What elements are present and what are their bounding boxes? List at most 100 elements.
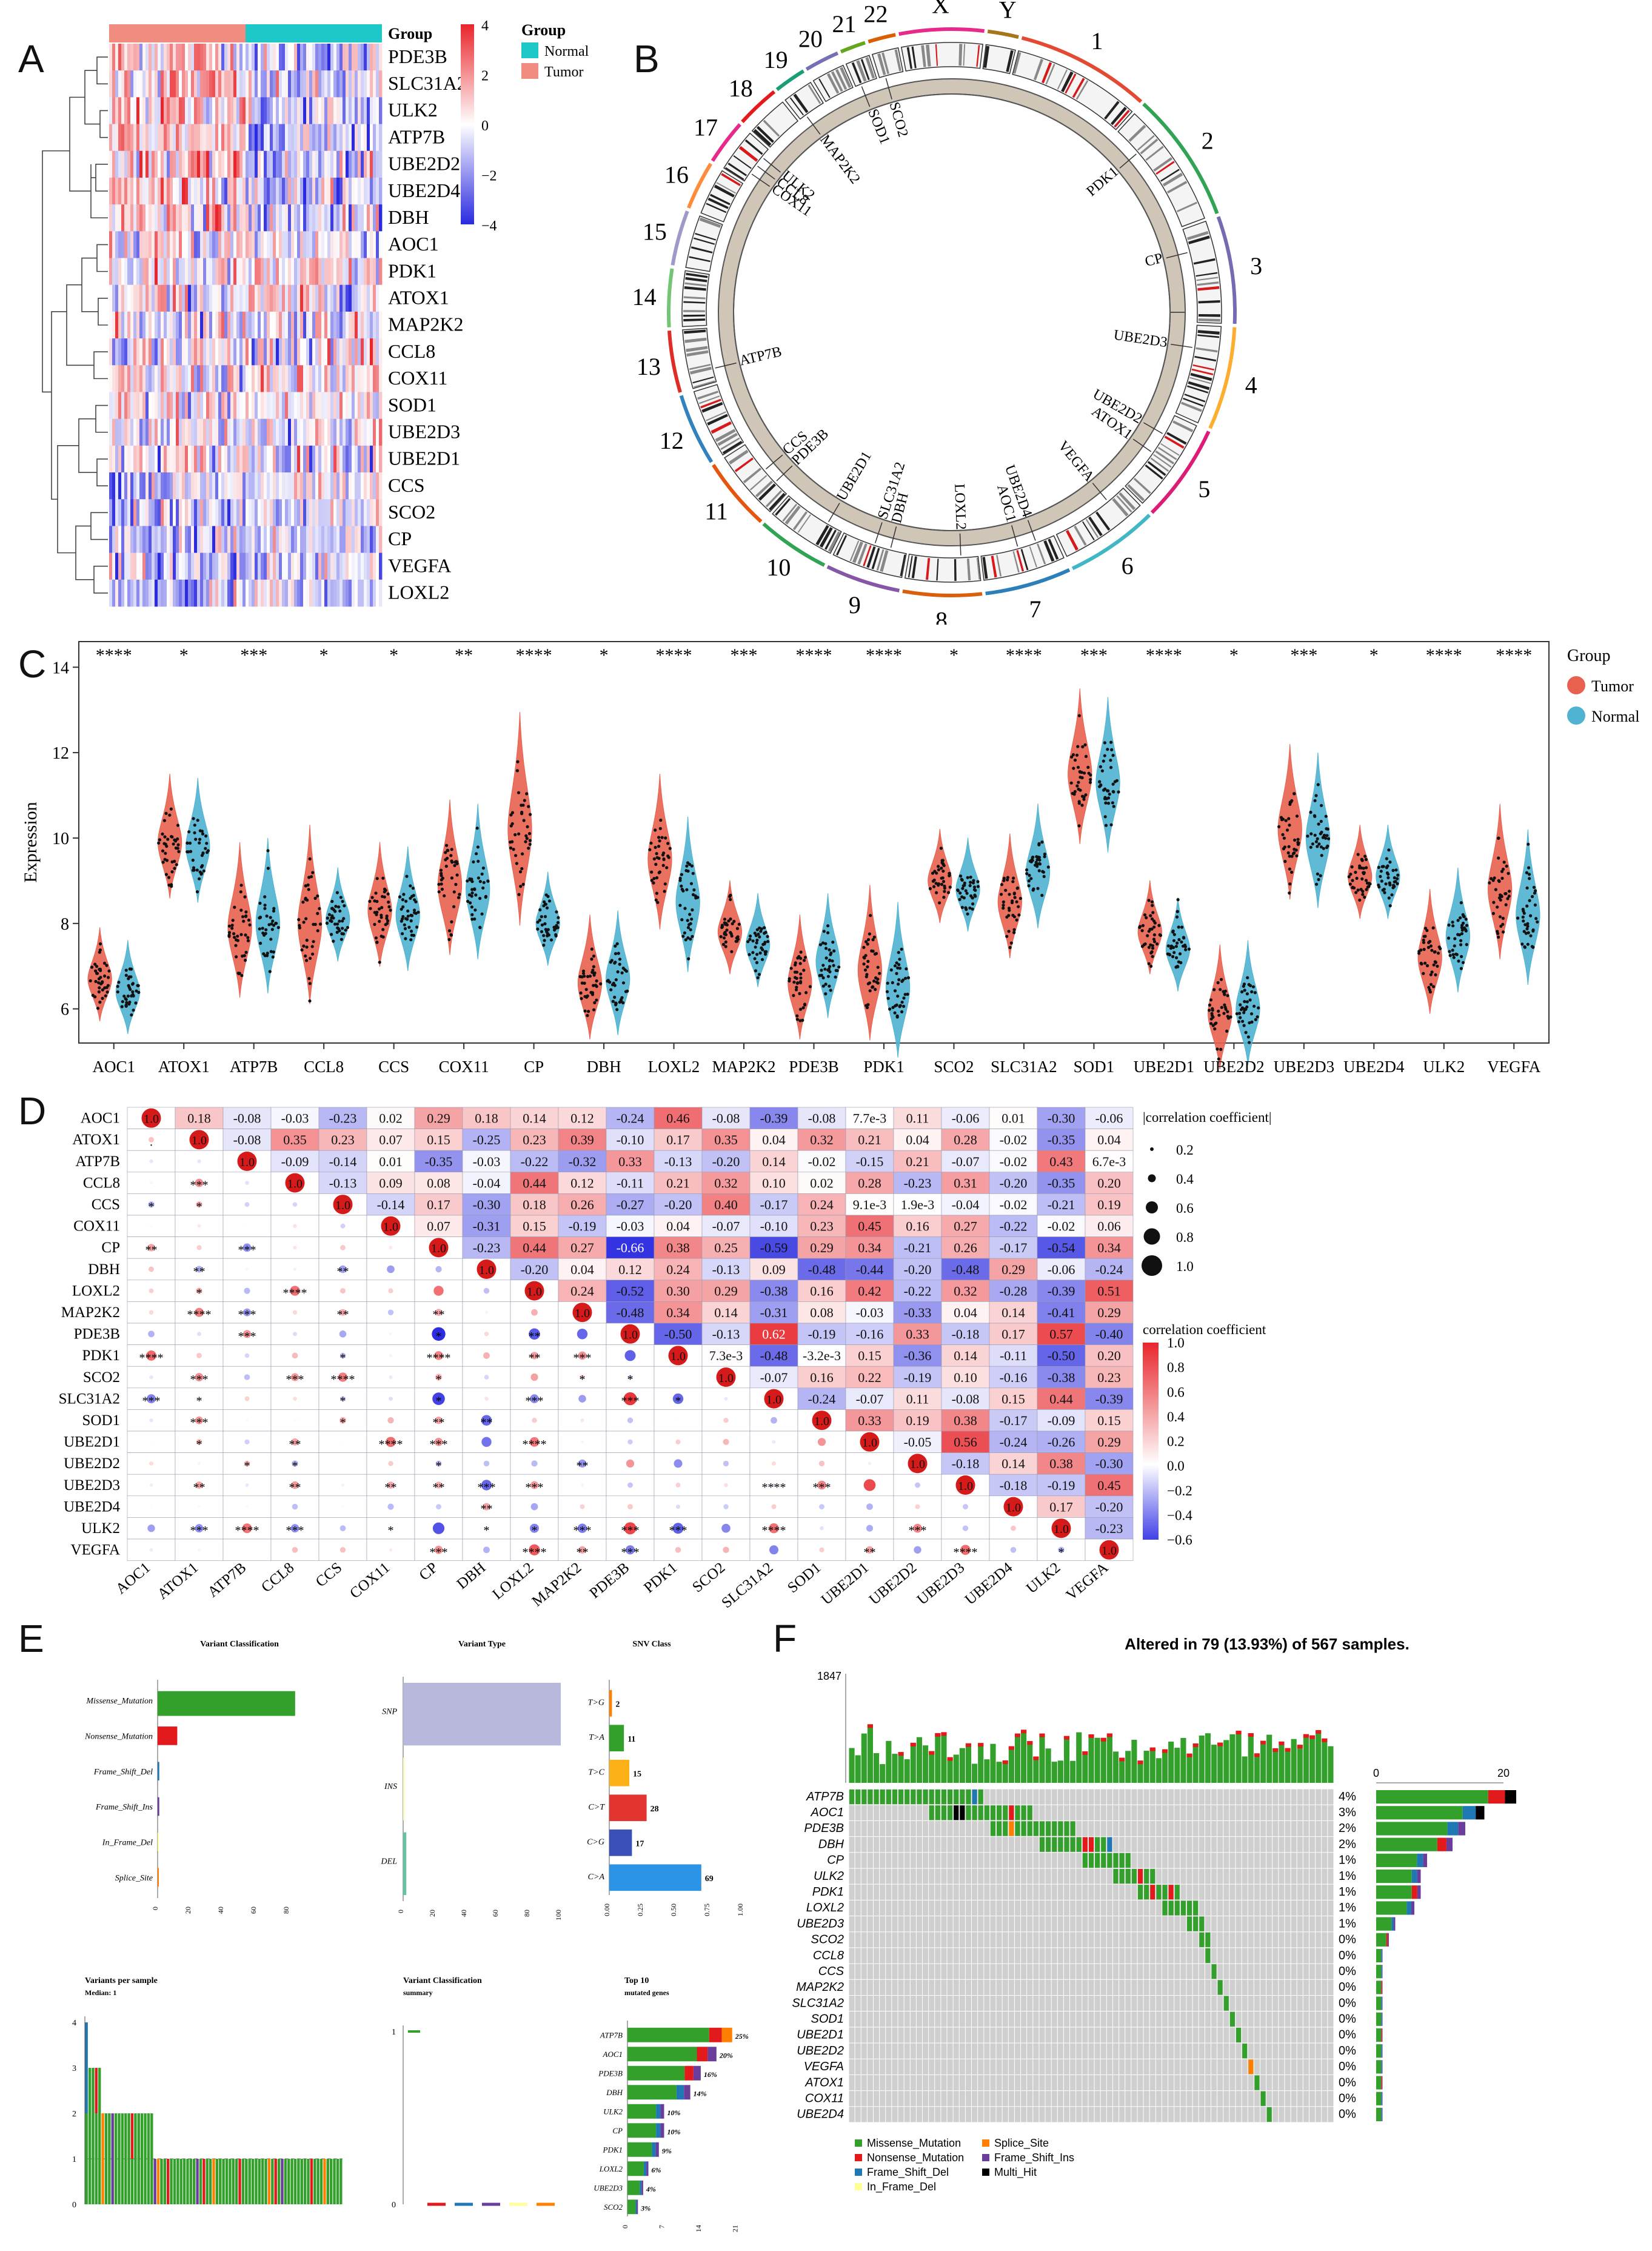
heatmap-cell xyxy=(267,150,270,178)
heatmap-cell xyxy=(118,499,122,526)
heatmap-cell xyxy=(346,258,349,286)
heatmap-cell xyxy=(336,97,340,124)
data-point xyxy=(795,985,798,989)
heatmap-cell xyxy=(321,124,325,152)
data-point xyxy=(1106,802,1111,805)
corr-value: -0.03 xyxy=(617,1219,644,1234)
data-point xyxy=(935,891,938,894)
corr-value-diagonal: 1.0 xyxy=(479,1264,494,1277)
data-point xyxy=(194,837,198,841)
corr-value-diagonal: 1.0 xyxy=(862,1437,877,1450)
corr-dot xyxy=(819,1504,824,1509)
corr-value: 0.14 xyxy=(523,1111,546,1126)
heatmap-cell xyxy=(130,499,134,526)
corr-dot xyxy=(386,1437,396,1448)
heatmap-cell xyxy=(173,552,176,580)
heatmap-cell xyxy=(324,150,328,178)
heatmap-cell xyxy=(209,258,213,286)
heatmap-cell xyxy=(367,445,370,473)
heatmap-cell xyxy=(261,70,264,98)
data-point xyxy=(266,951,269,955)
heatmap-cell xyxy=(158,204,161,232)
heatmap-cell xyxy=(255,526,258,554)
data-point xyxy=(552,925,556,929)
data-point xyxy=(680,887,684,891)
heatmap-cell xyxy=(249,284,252,312)
corr-cell xyxy=(749,1366,798,1389)
heatmap-cell xyxy=(136,579,140,607)
heatmap-cell xyxy=(303,365,307,392)
data-point xyxy=(665,866,669,870)
corr-value: 0.28 xyxy=(954,1132,977,1147)
data-point xyxy=(1246,976,1249,979)
heatmap-cell xyxy=(291,258,295,286)
heatmap-cell xyxy=(282,44,286,71)
heatmap-cell xyxy=(179,70,182,98)
heatmap-cell xyxy=(149,392,152,420)
heatmap-cell xyxy=(267,338,270,366)
corr-cell xyxy=(1037,1107,1086,1129)
data-point xyxy=(863,968,868,972)
data-point xyxy=(515,862,519,865)
heatmap-cell xyxy=(227,445,231,473)
col-label: PDE3B xyxy=(586,1560,632,1602)
ideogram-band xyxy=(866,546,876,568)
heatmap-cell xyxy=(321,499,325,526)
data-point xyxy=(94,969,98,973)
heatmap-cell xyxy=(330,311,334,339)
corr-dot xyxy=(245,1483,249,1487)
heatmap-cell xyxy=(161,579,164,607)
heatmap-cell xyxy=(212,445,216,473)
data-point xyxy=(655,891,658,895)
violin-points-normal xyxy=(885,947,911,1019)
ideogram-band xyxy=(1119,492,1136,511)
data-point xyxy=(302,944,306,948)
heatmap-cell xyxy=(191,418,195,446)
significance-stars: **** xyxy=(762,1481,786,1494)
data-point xyxy=(1078,788,1082,792)
corr-value: 0.16 xyxy=(810,1370,834,1385)
corr-cell xyxy=(941,1258,990,1281)
significance-stars: **** xyxy=(762,1524,786,1537)
heatmap-cell xyxy=(370,204,373,232)
corr-dot xyxy=(245,1181,249,1185)
corr-value: 0.31 xyxy=(954,1175,977,1190)
heatmap-cell xyxy=(191,70,195,98)
ideogram-band xyxy=(1133,477,1151,494)
heatmap-cell xyxy=(291,472,295,500)
data-point xyxy=(158,838,161,842)
heatmap-cell xyxy=(270,445,273,473)
heatmap-cell xyxy=(273,70,276,98)
heatmap-cell xyxy=(236,365,240,392)
data-point xyxy=(1177,938,1181,942)
data-point xyxy=(799,976,803,980)
corr-dot xyxy=(244,1353,250,1358)
heatmap-cell xyxy=(246,124,249,152)
data-point xyxy=(1027,879,1031,883)
heatmap-cell xyxy=(182,445,186,473)
corr-dot xyxy=(863,1479,876,1491)
heatmap-cell xyxy=(327,418,331,446)
heatmap-cell xyxy=(279,418,283,446)
heatmap-cell xyxy=(282,499,286,526)
heatmap-cell xyxy=(230,418,234,446)
corr-value: 0.15 xyxy=(427,1132,450,1147)
corr-dot xyxy=(627,1482,633,1488)
heatmap-cell xyxy=(212,579,216,607)
data-point xyxy=(1017,913,1021,917)
heatmap-cell xyxy=(249,392,252,420)
data-point xyxy=(943,884,946,888)
heatmap-cell xyxy=(161,499,164,526)
heatmap-cell xyxy=(346,177,349,205)
heatmap-cell xyxy=(315,445,319,473)
heatmap-cell xyxy=(312,499,316,526)
heatmap-cell xyxy=(355,204,358,232)
heatmap-cell xyxy=(224,258,228,286)
heatmap-cell xyxy=(282,124,286,152)
heatmap-cell xyxy=(246,231,249,258)
heatmap-cell xyxy=(176,552,179,580)
data-point xyxy=(1459,916,1462,920)
data-point xyxy=(271,955,275,959)
heatmap-cell xyxy=(321,97,325,124)
corr-dot-diagonal xyxy=(668,1346,688,1366)
